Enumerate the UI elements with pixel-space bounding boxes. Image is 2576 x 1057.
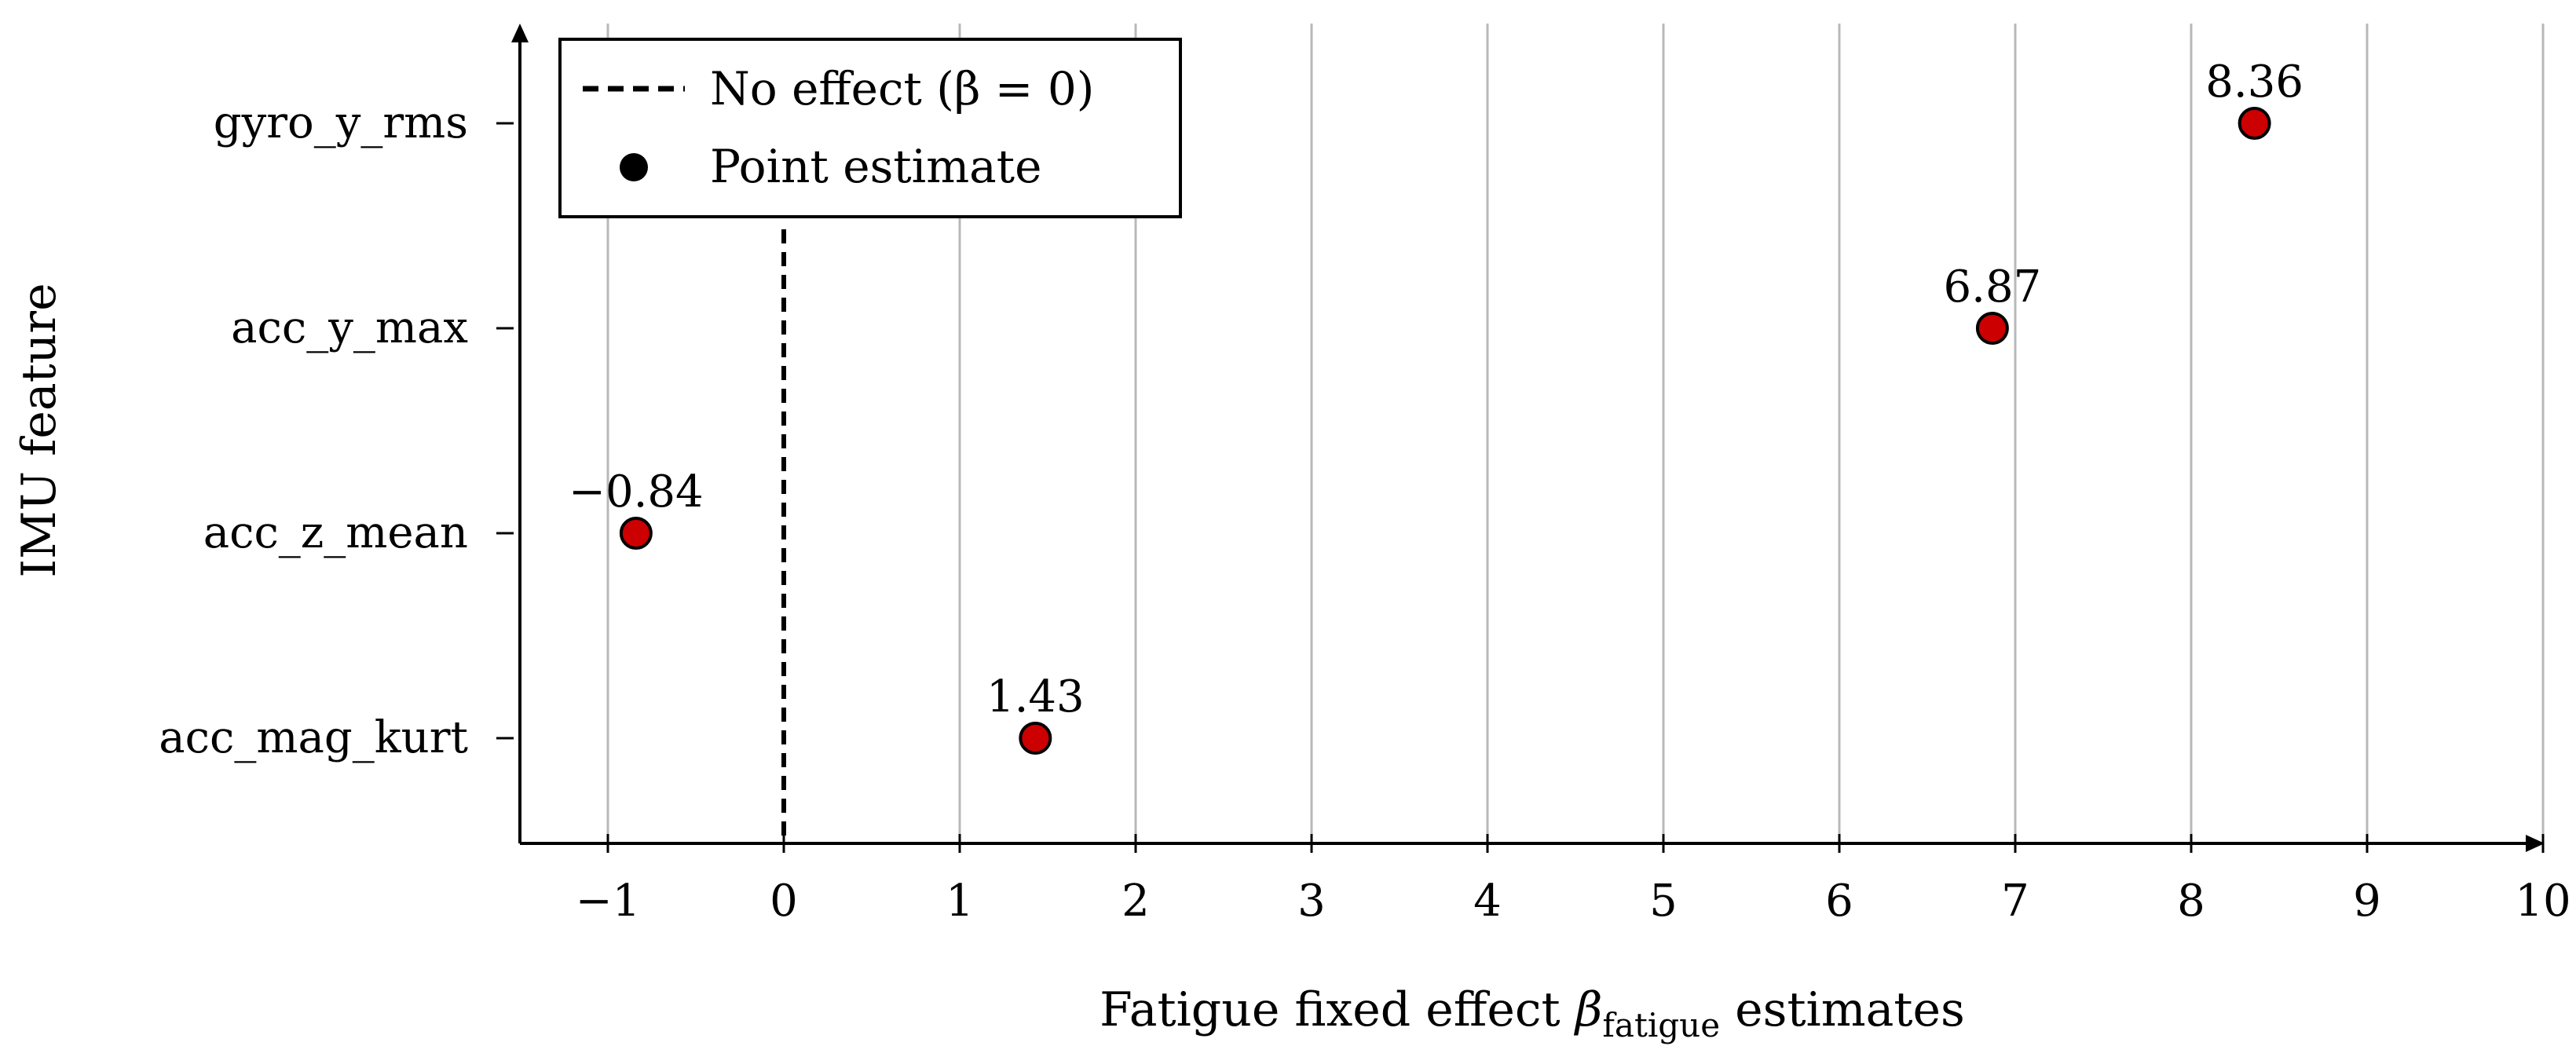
y-category-label: gyro_y_rms <box>214 97 468 148</box>
y-category-label: acc_y_max <box>231 302 468 353</box>
x-tick-label: 8 <box>2177 876 2205 927</box>
x-axis-title-symbol: β <box>1574 982 1603 1037</box>
legend-point-swatch <box>620 153 648 181</box>
data-label: 1.43 <box>986 671 1085 722</box>
y-axis-arrow <box>511 24 529 42</box>
point-marker <box>1975 312 2009 345</box>
x-tick-labels: −1 0 1 2 3 4 5 6 7 8 9 10 <box>576 876 2571 927</box>
y-category-label: acc_z_mean <box>203 507 468 558</box>
x-axis-title-prefix: Fatigue fixed effect <box>1100 982 1575 1037</box>
data-labels: 8.36 6.87 −0.84 1.43 <box>569 57 2303 722</box>
x-axis-title: Fatigue fixed effect βfatigue estimates <box>1100 982 1965 1044</box>
x-tick-label: 0 <box>770 876 798 927</box>
x-tick-label: 2 <box>1122 876 1150 927</box>
point-estimates <box>619 107 2271 755</box>
legend-label-no-effect: No effect (β = 0) <box>710 62 1094 115</box>
legend: No effect (β = 0) Point estimate <box>558 38 1182 218</box>
x-axis-title-suffix: estimates <box>1720 982 1965 1037</box>
y-category-label: acc_mag_kurt <box>159 712 468 763</box>
x-tick-label: 9 <box>2353 876 2381 927</box>
x-axis-title-subscript: fatigue <box>1602 1006 1720 1044</box>
legend-box <box>558 38 1182 218</box>
x-tick-label: 3 <box>1297 876 1326 927</box>
point-marker <box>619 517 653 550</box>
point-marker <box>2238 107 2271 140</box>
legend-label-point-estimate: Point estimate <box>710 140 1041 193</box>
x-tick-label: 1 <box>946 876 974 927</box>
y-axis-title: IMU feature <box>12 283 67 577</box>
x-tick-label: 5 <box>1649 876 1678 927</box>
x-tick-label: −1 <box>576 876 641 927</box>
y-category-labels: gyro_y_rms acc_y_max acc_z_mean acc_mag_kur… <box>159 97 468 763</box>
x-axis-arrow <box>2526 835 2545 852</box>
data-label: −0.84 <box>569 466 704 518</box>
axes <box>496 24 2545 853</box>
data-label: 6.87 <box>1944 262 2042 313</box>
x-tick-label: 6 <box>1825 876 1853 927</box>
x-tick-label: 10 <box>2515 876 2571 927</box>
point-marker <box>1019 722 1052 755</box>
x-tick-label: 4 <box>1473 876 1502 927</box>
data-label: 8.36 <box>2205 57 2303 108</box>
x-tick-label: 7 <box>2001 876 2029 927</box>
